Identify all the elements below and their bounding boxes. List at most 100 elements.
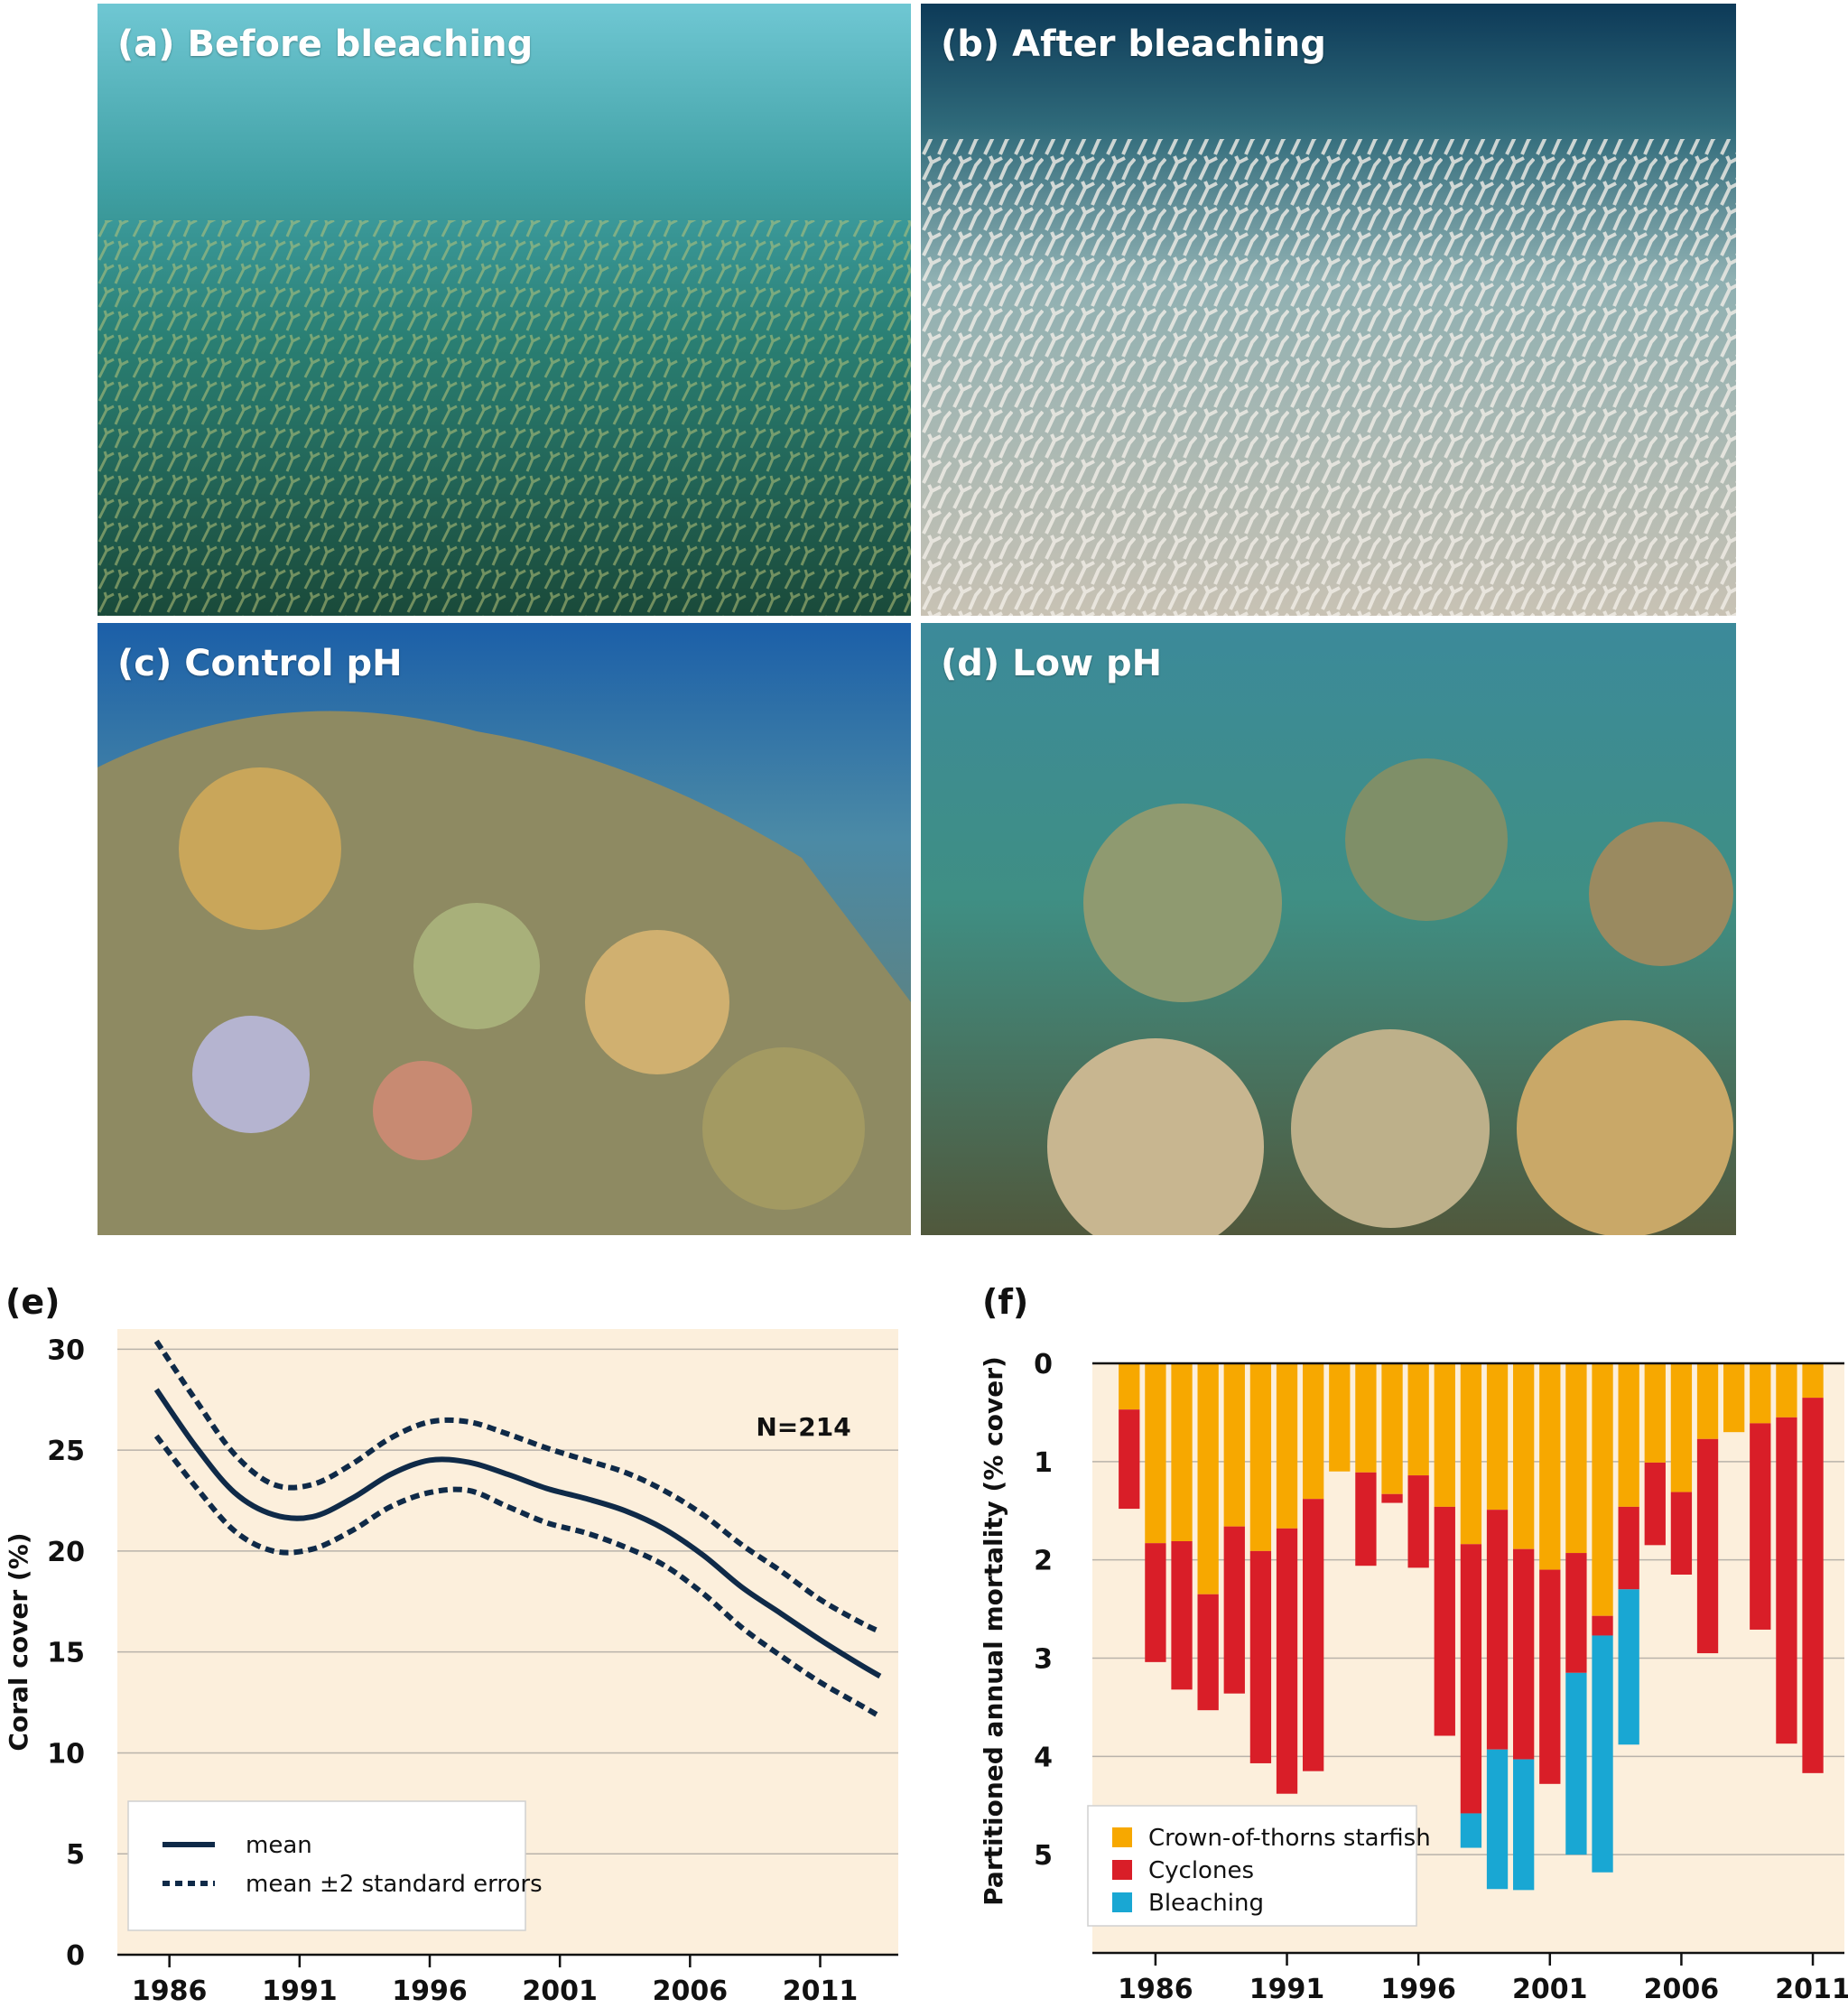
chart-f-bar-cyclones (1565, 1553, 1587, 1673)
chart-e-annotation: N=214 (756, 1412, 850, 1442)
chart-f-bar-crown-of-thorns (1303, 1363, 1324, 1500)
chart-e-x-tick-label: 1991 (262, 1975, 338, 2007)
chart-f-bar-crown-of-thorns (1539, 1363, 1561, 1570)
chart-f-y-tick-label: 1 (1034, 1447, 1053, 1479)
chart-f-bar-crown-of-thorns (1119, 1363, 1140, 1410)
chart-e-x-tick-label: 1996 (392, 1975, 468, 2007)
chart-f-y-axis-label: Partitioned annual mortality (% cover) (979, 1356, 1008, 1906)
photo-control-ph: (c) Control pH (98, 623, 911, 1235)
photo-after-bleaching-image (921, 4, 1736, 616)
chart-f-bar-crown-of-thorns (1223, 1363, 1245, 1527)
chart-f-bar-cyclones (1618, 1506, 1639, 1590)
chart-f-bar-cyclones (1670, 1492, 1693, 1575)
chart-e-x-tick-label: 2011 (783, 1975, 859, 2007)
photo-label: (a) Before bleaching (117, 23, 534, 65)
chart-f-bar-cyclones (1776, 1417, 1797, 1744)
chart-f-legend: Crown-of-thorns starfish Cyclones Bleachin… (1087, 1805, 1431, 1927)
chart-f-bar-crown-of-thorns (1249, 1363, 1272, 1551)
chart-f-x-tick-label: 2001 (1512, 1974, 1588, 2005)
photo-label: (d) Low pH (941, 643, 1163, 684)
chart-f-plot-area (1092, 1363, 1844, 1953)
photo-low-ph: (d) Low pH (921, 623, 1736, 1235)
chart-f-bar-cyclones (1486, 1510, 1509, 1750)
chart-f-bar-cyclones (1513, 1548, 1535, 1760)
chart-f-legend-swatch-crown-of-thorns (1112, 1827, 1132, 1847)
chart-f-legend-swatch-bleaching (1112, 1892, 1132, 1912)
chart-f-bar-crown-of-thorns (1696, 1363, 1719, 1439)
chart-f-y-tick-label: 0 (1034, 1349, 1053, 1380)
chart-f-x-tick-label: 1996 (1380, 1974, 1456, 2005)
chart-e-y-tick-label: 5 (66, 1839, 85, 1871)
chart-f-bar-cyclones (1460, 1544, 1482, 1814)
chart-f-bar-cyclones (1644, 1462, 1666, 1546)
chart-e-y-tick-label: 10 (47, 1738, 85, 1770)
chart-f-bar-crown-of-thorns (1434, 1363, 1455, 1507)
chart-f-bar-crown-of-thorns (1513, 1363, 1535, 1549)
chart-f-bar-crown-of-thorns (1460, 1363, 1482, 1545)
photo-after-bleaching: (b) After bleaching (921, 4, 1736, 616)
chart-f-bar-bleaching (1592, 1635, 1613, 1873)
chart-e-series-se (153, 1339, 882, 1635)
chart-f-bar-crown-of-thorns (1197, 1363, 1219, 1594)
chart-f-y-tick-label: 5 (1034, 1840, 1053, 1872)
chart-e-x-tick-label: 2001 (522, 1975, 598, 2007)
chart-f-legend-swatch-cyclones (1112, 1860, 1132, 1880)
chart-f-bar-crown-of-thorns (1644, 1363, 1666, 1463)
chart-f-bar-cyclones (1696, 1438, 1719, 1654)
chart-f-x-tick-label: 1991 (1249, 1974, 1325, 2005)
chart-f-bar-cyclones (1197, 1594, 1219, 1711)
chart-f-bar-crown-of-thorns (1592, 1363, 1613, 1616)
chart-f-y-tick-label: 2 (1034, 1546, 1053, 1577)
chart-f-bar-bleaching (1565, 1672, 1587, 1855)
chart-e-x-tick-label: 2006 (653, 1975, 729, 2007)
chart-e-legend-box (127, 1800, 526, 1931)
chart-f-bar-cyclones (1145, 1543, 1166, 1662)
chart-f-bar-crown-of-thorns (1355, 1363, 1377, 1473)
chart-f-bar-crown-of-thorns (1670, 1363, 1693, 1492)
photo-label: (b) After bleaching (941, 23, 1326, 65)
chart-f-bar-cyclones (1407, 1475, 1429, 1568)
photo-before-bleaching-image (98, 4, 911, 616)
chart-f-bar-cyclones (1434, 1506, 1455, 1736)
chart-f-bar-cyclones (1119, 1409, 1140, 1510)
chart-f-bar-crown-of-thorns (1276, 1363, 1298, 1529)
chart-f-x-tick-label: 2006 (1644, 1974, 1720, 2005)
chart-e-legend-mean: mean (246, 1832, 312, 1859)
chart-f-bar-cyclones (1276, 1528, 1298, 1794)
chart-f-legend-bleaching: Bleaching (1148, 1890, 1264, 1917)
photo-control-ph-image (98, 623, 911, 1235)
chart-f-y-tick-label: 3 (1034, 1644, 1053, 1676)
chart-f-bar-crown-of-thorns (1565, 1363, 1587, 1554)
chart-f-bar-cyclones (1223, 1526, 1245, 1694)
chart-e-series-se (153, 1434, 882, 1719)
chart-f-bar-cyclones (1249, 1550, 1272, 1763)
chart-f-bar-crown-of-thorns (1171, 1363, 1193, 1541)
chart-f-bar-cyclones (1303, 1499, 1324, 1771)
panel-e-tag: (e) (5, 1282, 60, 1322)
chart-f-legend-crown-of-thorns: Crown-of-thorns starfish (1148, 1825, 1431, 1852)
chart-f-x-tick-label: 1986 (1118, 1974, 1193, 2005)
chart-f-bar-cyclones (1802, 1398, 1824, 1773)
chart-e-series-mean (153, 1388, 882, 1679)
chart-e-y-tick-label: 0 (66, 1940, 85, 1972)
chart-e-x-tick-label: 1986 (132, 1975, 208, 2007)
chart-e-y-tick-label: 25 (47, 1436, 85, 1467)
chart-f-y-tick-label: 4 (1034, 1742, 1053, 1773)
chart-e-y-axis-label: Coral cover (%) (4, 1532, 33, 1751)
chart-f-bar-bleaching (1618, 1589, 1639, 1745)
chart-e-legend-se: mean ±2 standard errors (246, 1871, 543, 1898)
chart-f-bar-crown-of-thorns (1381, 1363, 1403, 1494)
chart-f-bar-crown-of-thorns (1407, 1363, 1429, 1476)
chart-f-bar-cyclones (1750, 1423, 1771, 1630)
chart-e-y-tick-label: 20 (47, 1537, 85, 1568)
chart-f-bar-crown-of-thorns (1723, 1363, 1745, 1433)
chart-f-bar-cyclones (1539, 1569, 1561, 1784)
photo-before-bleaching: (a) Before bleaching (98, 4, 911, 616)
chart-f-bar-cyclones (1381, 1493, 1403, 1503)
chart-f-legend-box (1087, 1805, 1417, 1927)
panel-f-tag: (f) (982, 1282, 1029, 1322)
chart-f-legend-cyclones: Cyclones (1148, 1857, 1254, 1884)
chart-f-x-tick-label: 2011 (1775, 1974, 1848, 2005)
chart-f-bar-crown-of-thorns (1145, 1363, 1166, 1544)
chart-e-legend: mean mean ±2 standard errors (127, 1800, 543, 1931)
